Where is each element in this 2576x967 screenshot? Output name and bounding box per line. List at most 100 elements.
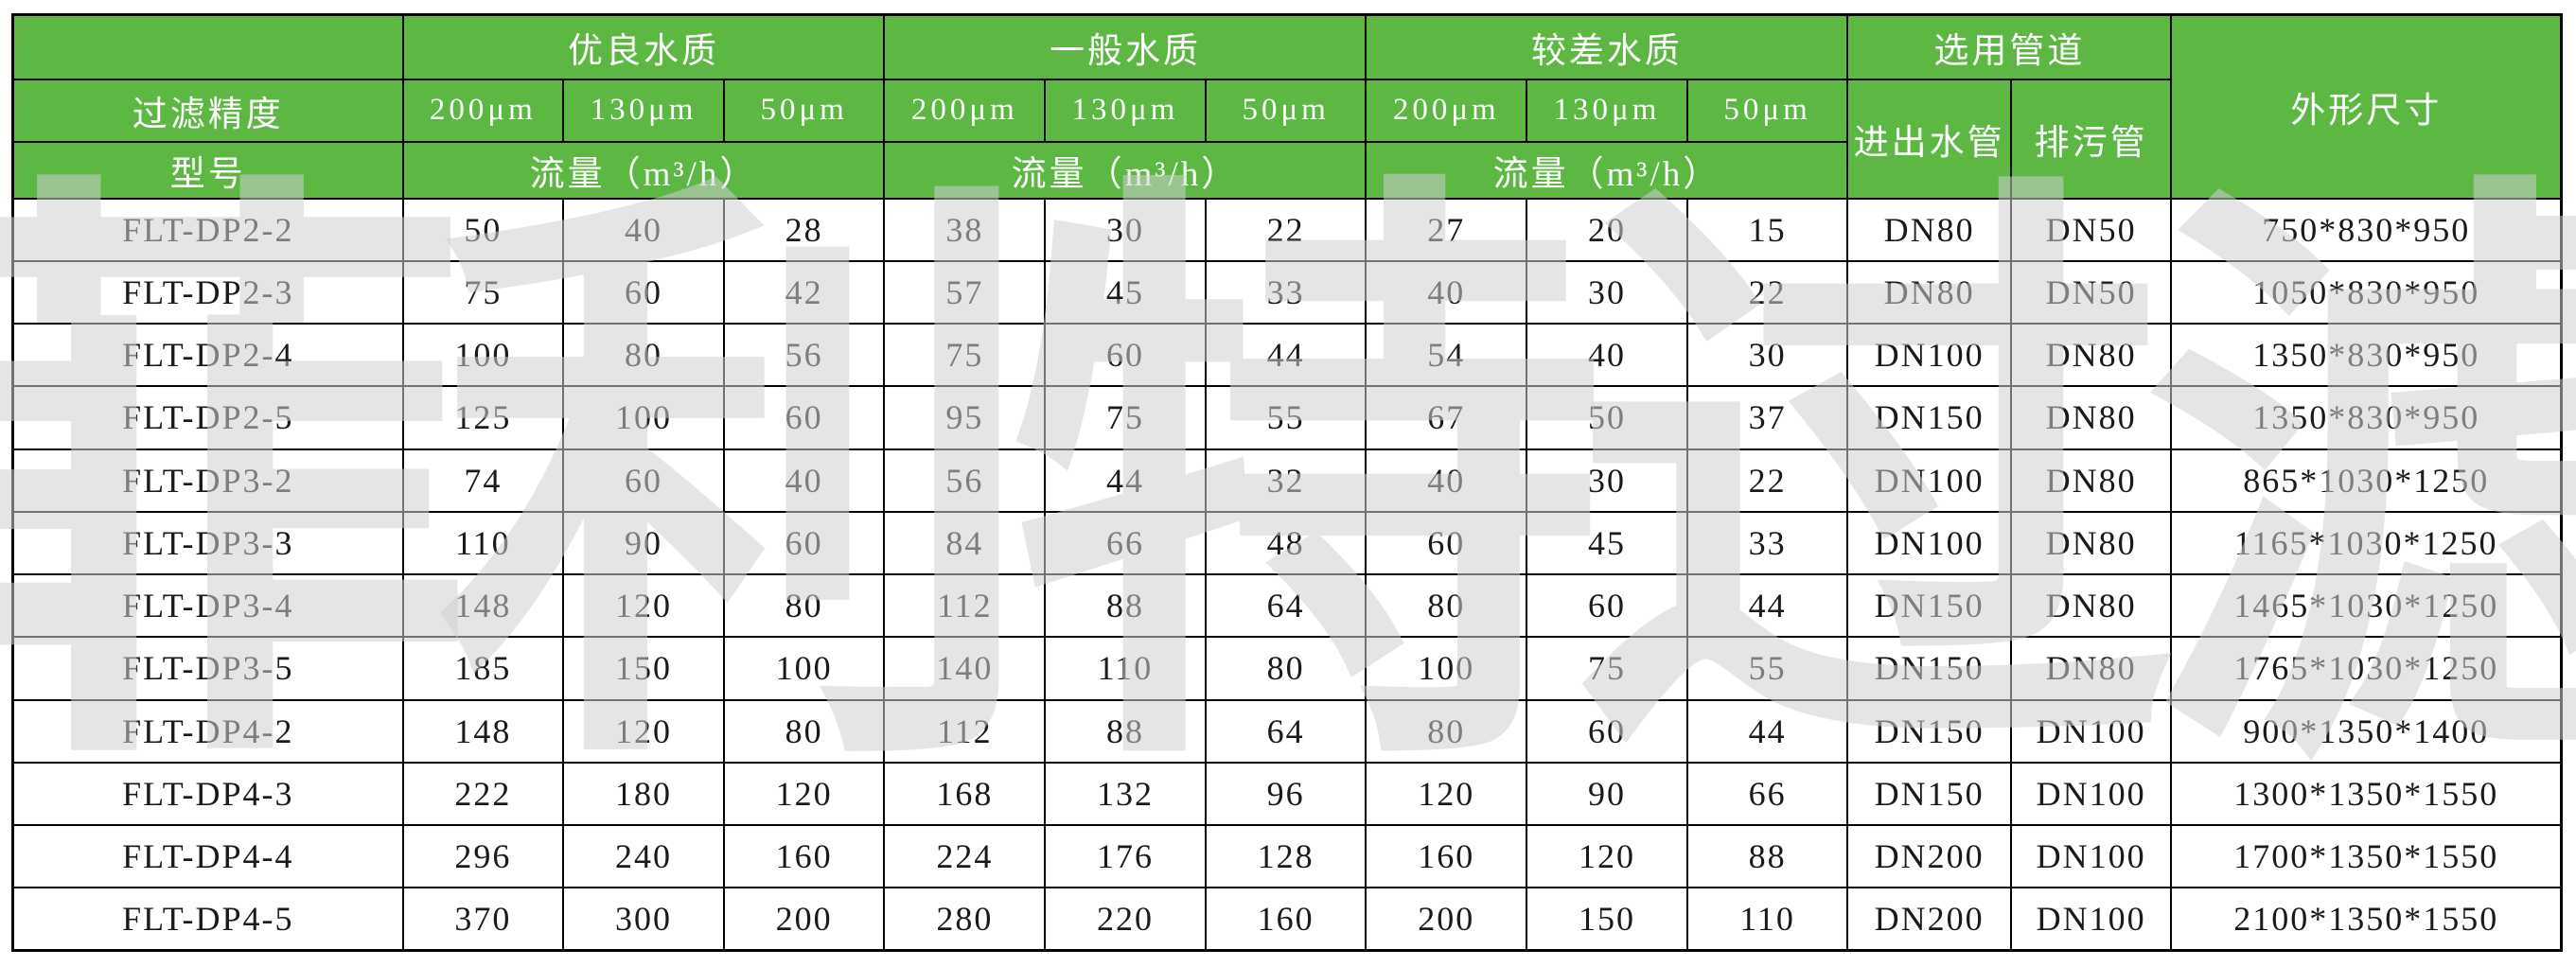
header-dimensions: 外形尺寸 <box>2170 13 2563 200</box>
cell-flow-poor: 80 <box>1365 698 1528 764</box>
header-poor-water: 较差水质 <box>1365 13 1849 80</box>
cell-drain-pipe: DN100 <box>2009 761 2173 827</box>
cell-flow-excellent: 200 <box>722 887 886 952</box>
cell-inlet-outlet-pipe: DN150 <box>1846 385 2012 450</box>
cell-dimensions: 1465*1030*1250 <box>2170 572 2563 639</box>
header-micron-130: 130μm <box>1044 78 1207 143</box>
cell-flow-poor: 20 <box>1526 197 1688 262</box>
cell-dimensions: 2100*1350*1550 <box>2170 887 2563 952</box>
cell-drain-pipe: DN100 <box>2009 698 2173 764</box>
table-row: FLT-DP3-3 110 90 60 84 66 48 60 45 33 DN100 DN80 116… <box>11 510 2563 576</box>
cell-flow-normal: 64 <box>1204 572 1367 639</box>
cell-flow-poor: 54 <box>1365 322 1528 388</box>
cell-flow-normal: 88 <box>1044 572 1207 639</box>
cell-flow-normal: 176 <box>1044 823 1207 889</box>
header-micron-50: 50μm <box>1685 78 1849 143</box>
cell-flow-excellent: 75 <box>401 259 565 325</box>
cell-flow-excellent: 50 <box>401 197 565 262</box>
cell-inlet-outlet-pipe: DN200 <box>1846 823 2012 889</box>
table-header: 优良水质 一般水质 较差水质 选用管道 外形尺寸 过滤精度 200μm 130μ… <box>11 13 2563 200</box>
cell-drain-pipe: DN100 <box>2009 823 2173 889</box>
cell-flow-poor: 40 <box>1365 448 1528 513</box>
cell-drain-pipe: DN50 <box>2009 259 2173 325</box>
cell-dimensions: 1700*1350*1550 <box>2170 823 2563 889</box>
corner-cell <box>11 13 404 80</box>
header-normal-water: 一般水质 <box>883 13 1367 80</box>
cell-flow-poor: 90 <box>1526 761 1688 827</box>
cell-flow-normal: 55 <box>1204 385 1367 450</box>
cell-flow-normal: 57 <box>883 259 1047 325</box>
header-pipes-group: 选用管道 <box>1846 13 2173 80</box>
cell-flow-normal: 75 <box>883 322 1047 388</box>
table-row: FLT-DP2-3 75 60 42 57 45 33 40 30 22 DN80 DN50 1050*… <box>11 259 2563 325</box>
header-micron-200: 200μm <box>401 78 565 143</box>
header-micron-50: 50μm <box>722 78 886 143</box>
cell-model: FLT-DP3-4 <box>11 572 404 639</box>
cell-flow-poor: 150 <box>1526 887 1688 952</box>
cell-flow-excellent: 148 <box>401 698 565 764</box>
cell-flow-excellent: 60 <box>562 448 725 513</box>
table-row: FLT-DP3-2 74 60 40 56 44 32 40 30 22 DN100 DN80 865*… <box>11 448 2563 513</box>
cell-flow-normal: 168 <box>883 761 1047 827</box>
cell-model: FLT-DP4-4 <box>11 823 404 889</box>
header-row-flow: 型号 流量（m³/h） 流量（m³/h） 流量（m³/h） <box>11 140 2562 200</box>
cell-flow-excellent: 125 <box>401 385 565 450</box>
cell-flow-poor: 60 <box>1526 572 1688 639</box>
cell-flow-poor: 160 <box>1365 823 1528 889</box>
cell-model: FLT-DP3-2 <box>11 448 404 513</box>
cell-flow-normal: 44 <box>1044 448 1207 513</box>
cell-drain-pipe: DN80 <box>2009 322 2173 388</box>
cell-model: FLT-DP2-3 <box>11 259 404 325</box>
cell-flow-normal: 33 <box>1204 259 1367 325</box>
cell-drain-pipe: DN80 <box>2009 385 2173 450</box>
cell-model: FLT-DP2-5 <box>11 385 404 450</box>
cell-dimensions: 1165*1030*1250 <box>2170 510 2563 576</box>
cell-flow-normal: 32 <box>1204 448 1367 513</box>
table-row: FLT-DP3-4 148 120 80 112 88 64 80 60 44 DN150 DN80 1… <box>11 572 2563 639</box>
cell-flow-poor: 80 <box>1365 572 1528 639</box>
cell-flow-excellent: 296 <box>401 823 565 889</box>
cell-flow-excellent: 100 <box>562 385 725 450</box>
cell-flow-poor: 60 <box>1526 698 1688 764</box>
cell-model: FLT-DP2-2 <box>11 197 404 262</box>
cell-flow-excellent: 80 <box>722 698 886 764</box>
table-row: FLT-DP4-4 296 240 160 224 176 128 160 120 88 DN200… <box>11 823 2563 889</box>
cell-model: FLT-DP3-5 <box>11 636 404 701</box>
cell-flow-excellent: 370 <box>401 887 565 952</box>
table-row: FLT-DP2-4 100 80 56 75 60 44 54 40 30 DN100 DN80 135… <box>11 322 2563 388</box>
cell-flow-normal: 22 <box>1204 197 1367 262</box>
cell-inlet-outlet-pipe: DN80 <box>1846 259 2012 325</box>
cell-flow-poor: 45 <box>1526 510 1688 576</box>
cell-flow-poor: 60 <box>1365 510 1528 576</box>
table-row: FLT-DP2-2 50 40 28 38 30 22 27 20 15 DN80 DN50 750*8… <box>11 197 2563 262</box>
cell-inlet-outlet-pipe: DN150 <box>1846 698 2012 764</box>
cell-flow-poor: 22 <box>1685 448 1849 513</box>
cell-flow-poor: 67 <box>1365 385 1528 450</box>
cell-inlet-outlet-pipe: DN150 <box>1846 572 2012 639</box>
header-excellent-water: 优良水质 <box>401 13 886 80</box>
cell-flow-excellent: 185 <box>401 636 565 701</box>
cell-flow-excellent: 240 <box>562 823 725 889</box>
cell-dimensions: 1350*830*950 <box>2170 385 2563 450</box>
cell-flow-poor: 50 <box>1526 385 1688 450</box>
cell-flow-poor: 30 <box>1685 322 1849 388</box>
cell-flow-normal: 224 <box>883 823 1047 889</box>
cell-drain-pipe: DN80 <box>2009 510 2173 576</box>
cell-flow-excellent: 90 <box>562 510 725 576</box>
cell-flow-poor: 88 <box>1685 823 1849 889</box>
cell-flow-excellent: 60 <box>562 259 725 325</box>
cell-flow-poor: 120 <box>1365 761 1528 827</box>
cell-flow-excellent: 28 <box>722 197 886 262</box>
header-inlet-outlet-pipe: 进出水管 <box>1846 78 2012 200</box>
header-micron-50: 50μm <box>1204 78 1367 143</box>
cell-flow-excellent: 300 <box>562 887 725 952</box>
cell-flow-poor: 100 <box>1365 636 1528 701</box>
cell-inlet-outlet-pipe: DN150 <box>1846 636 2012 701</box>
cell-model: FLT-DP4-2 <box>11 698 404 764</box>
table-row: FLT-DP4-3 222 180 120 168 132 96 120 90 66 DN150 DN… <box>11 761 2563 827</box>
cell-dimensions: 900*1350*1400 <box>2170 698 2563 764</box>
cell-dimensions: 1300*1350*1550 <box>2170 761 2563 827</box>
cell-flow-normal: 112 <box>883 572 1047 639</box>
cell-model: FLT-DP2-4 <box>11 322 404 388</box>
header-row-microns: 过滤精度 200μm 130μm 50μm 200μm 130μm 50μm 2… <box>11 78 2562 200</box>
